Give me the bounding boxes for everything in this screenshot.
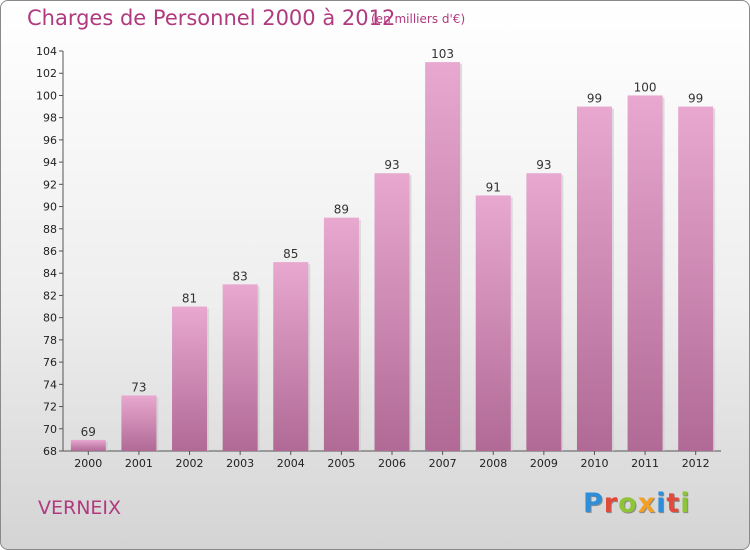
- y-tick-label: 104: [36, 45, 57, 58]
- y-tick-label: 92: [43, 178, 57, 191]
- y-tick-label: 80: [43, 312, 57, 325]
- bar-2006: [374, 173, 410, 451]
- logo-letter: i: [680, 488, 691, 519]
- x-tick-label: 2006: [378, 457, 406, 470]
- logo-letter: r: [603, 488, 619, 519]
- x-tick-label: 2010: [580, 457, 608, 470]
- data-label: 100: [634, 80, 657, 94]
- chart-unit: (en milliers d'€): [371, 12, 466, 26]
- y-tick-label: 76: [43, 356, 57, 369]
- chart-axes: 68 70 72 74 76 78 80 82 84 86 88 90 92 94 96 98 100 102 10…: [36, 45, 721, 470]
- data-label: 69: [81, 425, 96, 439]
- data-label: 89: [334, 203, 349, 217]
- y-tick-label: 68: [43, 445, 57, 458]
- bar-2009: [526, 173, 562, 451]
- x-tick-label: 2000: [74, 457, 102, 470]
- x-tick-label: 2003: [226, 457, 254, 470]
- x-tick-label: 2012: [682, 457, 710, 470]
- bar-2010: [576, 106, 612, 452]
- y-tick-label: 72: [43, 401, 57, 414]
- y-tick-label: 100: [36, 89, 57, 102]
- data-label: 81: [182, 292, 197, 306]
- proxiti-logo: Proxiti: [583, 488, 691, 519]
- y-tick-label: 86: [43, 245, 57, 258]
- bar-2004: [273, 262, 309, 451]
- chart-data-labels: 69 73 81 83 85 89 93 103 91 93 99 100 99: [81, 47, 704, 439]
- data-label: 91: [486, 180, 501, 194]
- y-tick-label: 88: [43, 223, 57, 236]
- x-tick-label: 2005: [327, 457, 355, 470]
- logo-letter: i: [656, 488, 667, 519]
- data-label: 93: [536, 158, 551, 172]
- data-label: 99: [587, 92, 602, 106]
- x-tick-label: 2009: [530, 457, 558, 470]
- y-tick-label: 96: [43, 134, 57, 147]
- bar-2003: [222, 284, 258, 451]
- chart-bars: [70, 62, 716, 452]
- y-tick-label: 90: [43, 201, 57, 214]
- data-label: 85: [283, 247, 298, 261]
- x-tick-label: 2002: [176, 457, 204, 470]
- y-tick-label: 82: [43, 289, 57, 302]
- commune-name: VERNEIX: [38, 497, 122, 519]
- x-tick-label: 2004: [277, 457, 305, 470]
- x-tick-label: 2008: [479, 457, 507, 470]
- logo-letter: o: [618, 488, 638, 519]
- x-tick-label: 2001: [125, 457, 153, 470]
- y-tick-label: 98: [43, 112, 57, 125]
- bar-2012: [678, 106, 714, 452]
- bar-2001: [121, 395, 157, 451]
- bar-2008: [475, 195, 511, 451]
- x-tick-label: 2011: [631, 457, 659, 470]
- x-tick-label: 2007: [429, 457, 457, 470]
- y-tick-label: 70: [43, 423, 57, 436]
- y-tick-label: 94: [43, 156, 57, 169]
- y-tick-label: 102: [36, 67, 57, 80]
- logo-letter: t: [666, 488, 681, 519]
- data-label: 73: [131, 380, 146, 394]
- y-tick-label: 78: [43, 334, 57, 347]
- logo-letter: x: [637, 488, 657, 519]
- data-label: 99: [688, 92, 703, 106]
- logo-letter: P: [583, 488, 604, 519]
- y-tick-label: 74: [43, 378, 57, 391]
- data-label: 83: [233, 269, 248, 283]
- y-tick-label: 84: [43, 267, 57, 280]
- data-label: 103: [431, 47, 454, 61]
- bar-2000: [70, 439, 106, 451]
- bar-2005: [323, 217, 359, 451]
- chart-title: Charges de Personnel 2000 à 2012: [27, 6, 396, 30]
- bar-2002: [172, 306, 208, 451]
- bar-2011: [627, 95, 663, 451]
- bar-2007: [425, 62, 461, 451]
- data-label: 93: [384, 158, 399, 172]
